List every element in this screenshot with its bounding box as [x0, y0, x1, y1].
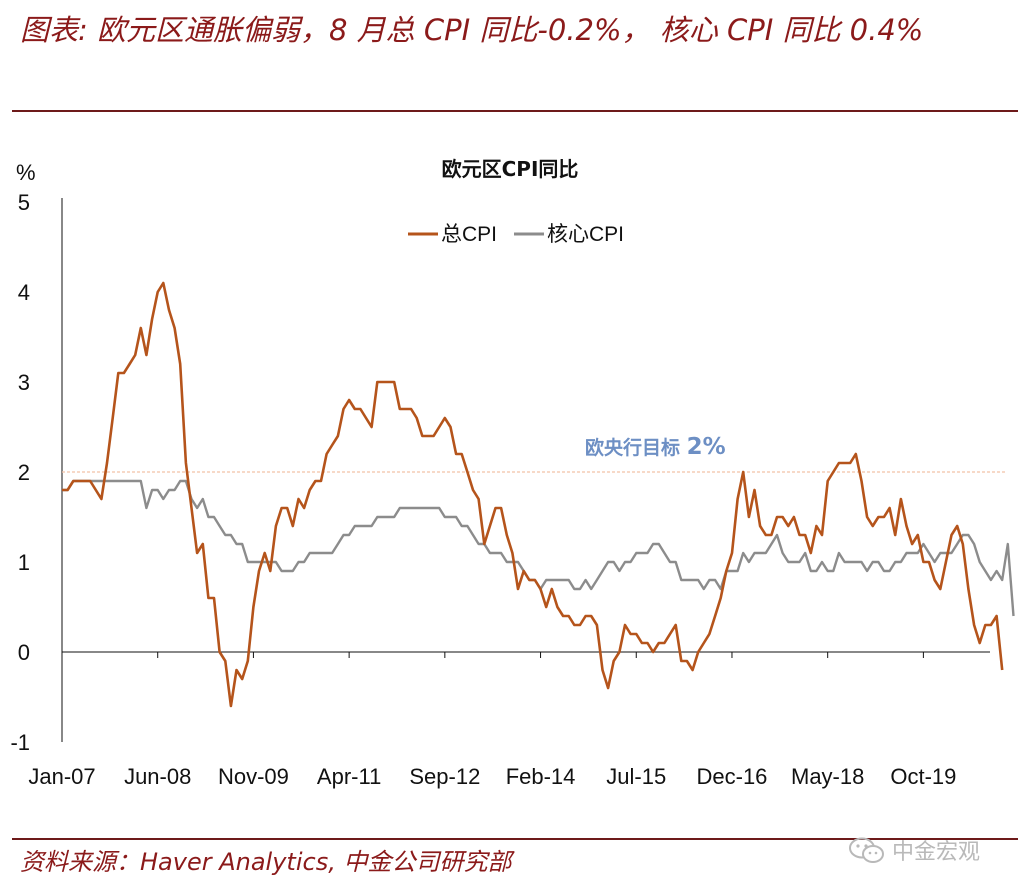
- y-tick-label: 4: [18, 280, 30, 305]
- x-axis: Jan-07 Jun-08 Nov-09 Apr-11 Sep-12 Feb-14 Jul-…: [28, 198, 990, 789]
- source-note: 资料来源：Haver Analytics, 中金公司研究部: [20, 848, 512, 876]
- x-tick-label: Jan-07: [28, 764, 95, 789]
- series-layer: [62, 281, 1015, 708]
- target-line-group: 欧央行目标 2%: [62, 434, 1005, 473]
- title-divider: [12, 110, 1018, 112]
- legend-label: 核心CPI: [547, 223, 624, 246]
- y-tick-label: 0: [18, 640, 30, 665]
- x-tick-label: Jul-15: [606, 764, 666, 789]
- x-tick-label: Oct-19: [890, 764, 956, 789]
- cpi-line-chart: 欧元区CPI同比 % 5 4 3 2 1 0 -1 Jan-07 Jun-08 Nov-09 Ap…: [10, 157, 1015, 789]
- y-tick-label: 1: [18, 550, 30, 575]
- x-tick-label: Apr-11: [317, 764, 381, 789]
- x-tick-label: Sep-12: [409, 764, 480, 789]
- y-axis-unit-label: %: [16, 160, 36, 185]
- target-label-value: 2%: [687, 434, 726, 460]
- legend: 总CPI 核心CPI: [408, 223, 624, 246]
- x-tick-label: Feb-14: [506, 764, 576, 789]
- watermark: 中金宏观: [846, 832, 980, 868]
- y-tick-label: 3: [18, 370, 30, 395]
- footer-divider: [12, 838, 1018, 840]
- series-line-core-cpi: [62, 479, 1015, 617]
- x-tick-label: Jun-08: [124, 764, 191, 789]
- wechat-icon: [849, 837, 884, 863]
- x-tick-label: Nov-09: [218, 764, 289, 789]
- legend-label: 总CPI: [441, 223, 497, 246]
- watermark-text: 中金宏观: [892, 840, 981, 865]
- x-tick-label: May-18: [791, 764, 864, 789]
- y-tick-label: 2: [18, 460, 30, 485]
- x-tick-label: Dec-16: [697, 764, 768, 789]
- chart-title: 欧元区CPI同比: [442, 157, 579, 181]
- target-line-label: 欧央行目标 2%: [585, 434, 726, 460]
- page-title: 图表: 欧元区通胀偏弱，8 月总 CPI 同比-0.2%， 核心 CPI 同比 …: [20, 13, 924, 47]
- target-label-prefix: 欧央行目标: [585, 436, 687, 459]
- series-line-headline-cpi: [62, 281, 1004, 708]
- y-axis-ticks: 5 4 3 2 1 0 -1: [10, 190, 30, 755]
- y-tick-label: 5: [18, 190, 30, 215]
- y-tick-label: -1: [10, 730, 30, 755]
